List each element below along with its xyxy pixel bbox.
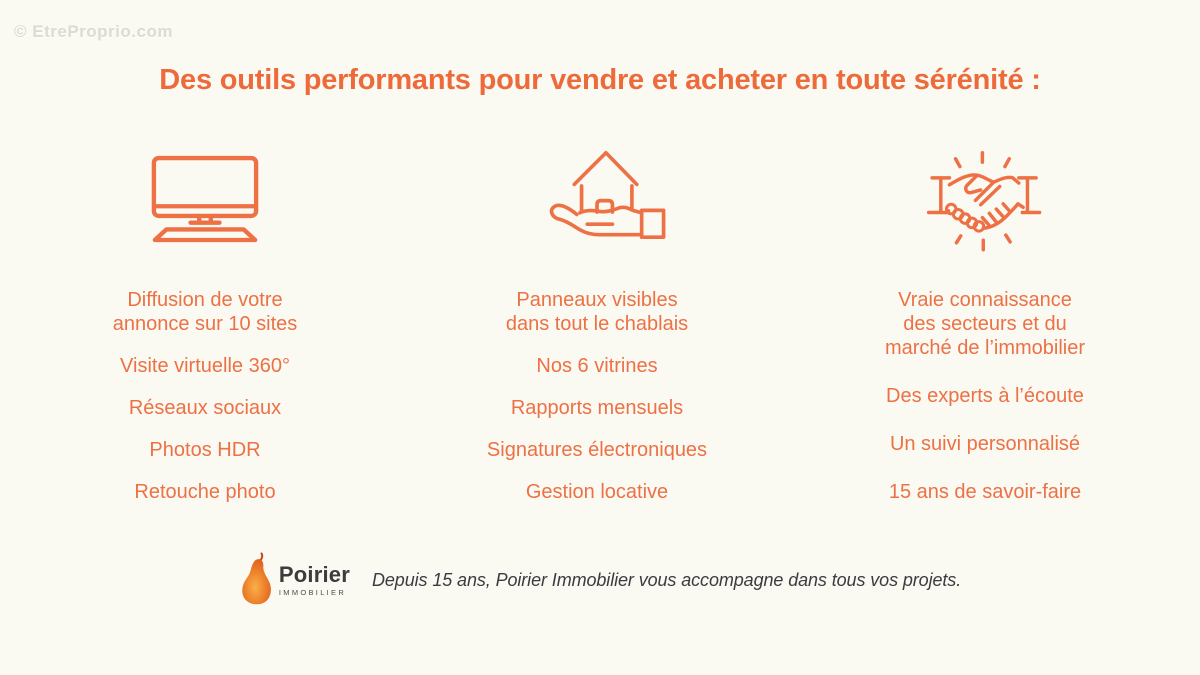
logo-brand: Poirier <box>278 561 350 587</box>
handshake-icon <box>820 135 1150 263</box>
feature-item: Retouche photo <box>134 481 276 503</box>
column-heading: Panneaux visibles dans tout le chablais <box>505 289 689 335</box>
monitor-icon-svg <box>151 155 259 242</box>
pear-logo-icon <box>242 552 271 605</box>
feature-item: Rapports mensuels <box>510 397 684 419</box>
footer-tagline: Depuis 15 ans, Poirier Immobilier vous a… <box>372 569 962 590</box>
feature-item: Nos 6 vitrines <box>536 355 658 377</box>
feature-item: Des experts à l’écoute <box>886 385 1084 407</box>
column-visibilite: Panneaux visibles dans tout le chablais … <box>432 135 762 504</box>
monitor-icon <box>40 135 370 263</box>
column-diffusion: Diffusion de votre annonce sur 10 sites … <box>40 135 370 504</box>
feature-item: Photos HDR <box>149 439 261 461</box>
feature-item: Réseaux sociaux <box>128 397 282 419</box>
column-heading: Diffusion de votre annonce sur 10 sites <box>112 289 298 335</box>
feature-item: Signatures électroniques <box>486 439 708 461</box>
house-in-hand-icon <box>432 135 762 263</box>
feature-item: Gestion locative <box>525 481 669 503</box>
column-heading: Vraie connaissance des secteurs et du ma… <box>884 289 1086 359</box>
logo-subtitle: IMMOBILIER <box>278 587 347 597</box>
poirier-logo: Poirier IMMOBILIER <box>239 552 350 608</box>
column-expertise: Vraie connaissance des secteurs et du ma… <box>820 135 1150 504</box>
footer: Poirier IMMOBILIER Depuis 15 ans, Poirie… <box>0 552 1200 608</box>
page-title: Des outils performants pour vendre et ac… <box>159 64 1041 96</box>
logo-text: Poirier IMMOBILIER <box>278 561 350 597</box>
house-in-hand-icon-svg <box>549 150 666 239</box>
handshake-icon-svg <box>926 150 1042 251</box>
feature-item: Un suivi personnalisé <box>889 433 1081 455</box>
feature-item: 15 ans de savoir-faire <box>888 481 1082 503</box>
feature-item: Visite virtuelle 360° <box>120 355 290 377</box>
watermark: © EtreProprio.com <box>14 22 173 41</box>
